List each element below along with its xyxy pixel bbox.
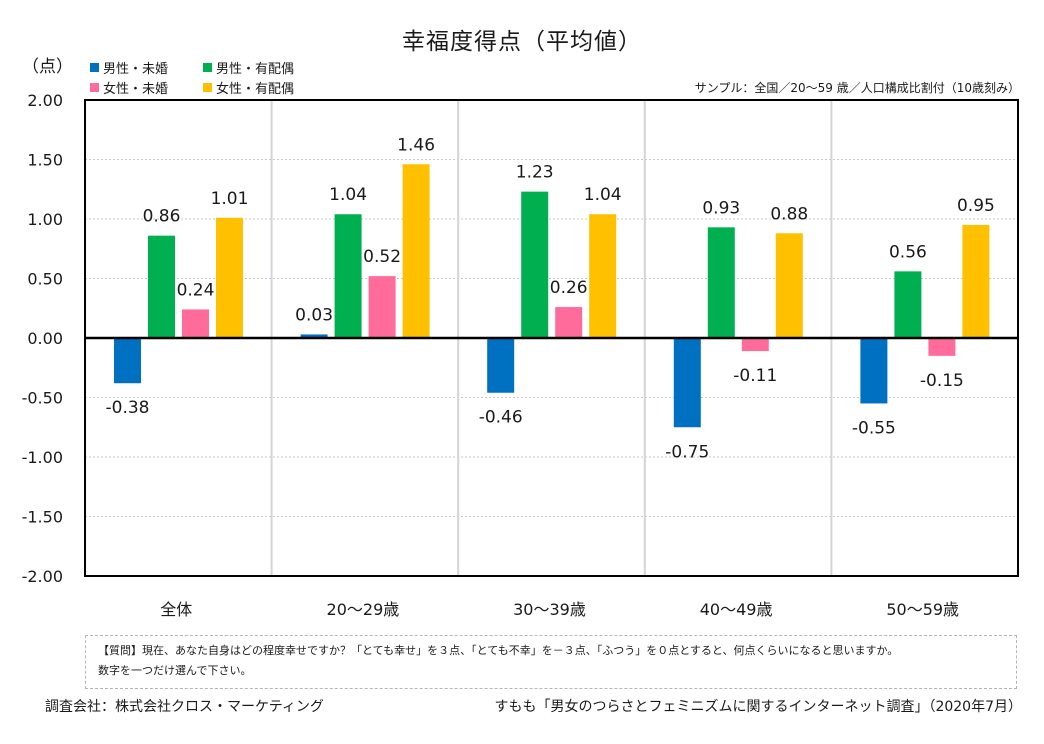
bar: [114, 338, 141, 384]
y-axis-unit-label: （点）: [22, 57, 73, 77]
y-tick-label: 0.00: [27, 329, 63, 348]
data-label: -0.11: [733, 366, 777, 386]
data-label: -0.55: [852, 418, 896, 438]
bar: [860, 338, 888, 404]
data-label: 0.93: [702, 198, 740, 218]
data-label: 1.23: [516, 163, 554, 183]
data-label: -0.38: [106, 398, 150, 418]
y-tick-label: -1.50: [22, 508, 63, 527]
y-tick-label: 2.00: [27, 91, 63, 110]
data-label: 0.86: [143, 207, 181, 227]
data-label: 1.04: [584, 185, 622, 205]
y-tick-label: 1.50: [27, 151, 63, 170]
legend-label: 女性・有配偶: [216, 82, 295, 97]
sample-note: サンプル：全国／20～59 歳／人口構成比割付（10歳刻み）: [694, 81, 1020, 95]
y-tick-label: -0.50: [22, 389, 63, 408]
legend-swatch-icon: [90, 83, 99, 92]
x-category-label: 40～49歳: [700, 600, 773, 619]
question-box: [85, 635, 1017, 689]
bar: [216, 217, 243, 338]
survey-company: 調査会社：株式会社クロス・マーケティング: [45, 699, 324, 715]
x-category-label: 30～39歳: [513, 600, 586, 619]
y-tick-label: -2.00: [22, 567, 63, 586]
data-label: -0.46: [479, 408, 523, 428]
bar: [487, 338, 515, 393]
bar: [182, 309, 209, 338]
data-label: 0.24: [177, 280, 215, 300]
data-label: -0.75: [665, 442, 709, 462]
legend-swatch-icon: [90, 63, 99, 72]
data-label: 0.88: [770, 204, 808, 224]
y-tick-label: 1.00: [27, 210, 63, 229]
bar: [368, 276, 396, 338]
legend-label: 男性・未婚: [103, 62, 169, 77]
y-tick-label: -1.00: [22, 448, 63, 467]
bar: [334, 214, 362, 338]
data-labels: -0.38 0.03 -0.46 -0.75 -0.55 0.86 1.04 1.23 0.93…: [106, 135, 995, 462]
bar: [928, 338, 956, 356]
legend-item-female-unmarried: 女性・未婚: [90, 78, 168, 97]
bars: [114, 164, 990, 428]
data-label: 0.52: [363, 247, 401, 267]
data-label: 1.01: [211, 189, 249, 209]
data-label: 1.46: [397, 135, 435, 155]
bar: [300, 334, 328, 338]
chart-title: 幸福度得点（平均値）: [402, 29, 642, 55]
legend-label: 男性・有配偶: [216, 62, 295, 77]
bar: [555, 307, 583, 338]
x-category-label: 50～59歳: [886, 600, 959, 619]
y-axis-ticks: 2.00 1.50 1.00 0.50 0.00 -0.50 -1.00 -1.50 -2.00: [22, 91, 63, 586]
x-category-label: 20～29歳: [327, 600, 400, 619]
bar: [894, 271, 922, 338]
data-label: -0.15: [920, 371, 964, 391]
data-label: 0.26: [550, 278, 588, 298]
bar: [775, 233, 803, 338]
legend-swatch-icon: [203, 63, 212, 72]
bar: [707, 227, 735, 338]
bar: [589, 214, 617, 338]
bar: [148, 235, 175, 338]
x-axis-categories: 全体 20～29歳 30～39歳 40～49歳 50～59歳: [160, 600, 959, 619]
survey-source: すもも「男女のつらさとフェミニズムに関するインターネット調査」（2020年7月）: [494, 699, 1022, 715]
bar: [402, 164, 430, 338]
data-label: 1.04: [329, 185, 367, 205]
data-label: 0.56: [889, 242, 927, 262]
data-label: 0.03: [295, 305, 333, 325]
bar: [741, 338, 769, 352]
data-label: 0.95: [957, 196, 995, 216]
bar: [673, 338, 701, 428]
bar: [962, 224, 990, 338]
legend-swatch-icon: [203, 83, 212, 92]
legend-item-male-married: 男性・有配偶: [203, 58, 294, 77]
y-tick-label: 0.50: [27, 270, 63, 289]
question-text-line2: 数字を一つだけ選んで下さい。: [98, 664, 252, 677]
bar: [521, 191, 549, 338]
x-category-label: 全体: [160, 600, 192, 619]
legend-item-female-married: 女性・有配偶: [203, 78, 294, 97]
question-text-line1: 【質問】現在、あなた自身はどの程度幸せですか？「とても幸せ」を３点、「とても不幸…: [98, 644, 899, 657]
legend-label: 女性・未婚: [103, 82, 169, 97]
legend-item-male-unmarried: 男性・未婚: [90, 58, 168, 77]
